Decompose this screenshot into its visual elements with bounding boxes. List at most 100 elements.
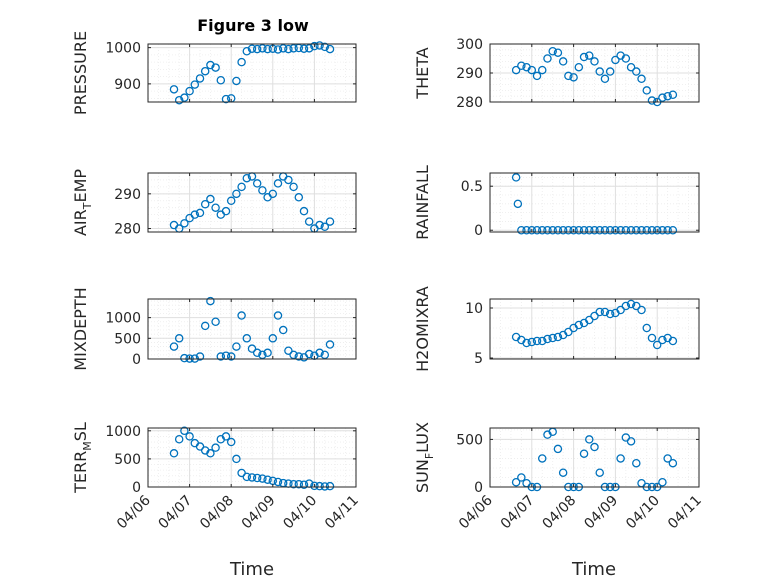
data-point xyxy=(258,44,267,53)
data-point xyxy=(206,194,215,204)
data-point xyxy=(553,444,563,454)
data-point xyxy=(200,321,210,331)
data-point xyxy=(663,225,672,235)
data-point xyxy=(569,73,578,82)
data-point xyxy=(579,225,589,235)
data-point xyxy=(252,473,262,483)
data-point xyxy=(268,189,278,199)
data-point xyxy=(626,299,636,309)
data-point xyxy=(558,57,568,66)
subplot-pressure: 900 1000 PRESSURE xyxy=(71,31,357,115)
data-point xyxy=(658,225,667,235)
data-point xyxy=(226,196,236,206)
data-point xyxy=(206,296,215,306)
data-point xyxy=(174,334,184,343)
data-point xyxy=(632,225,641,235)
data-point xyxy=(621,225,631,235)
data-point xyxy=(647,333,657,343)
data-point xyxy=(543,334,552,344)
data-point xyxy=(174,434,184,444)
data-point xyxy=(320,222,330,232)
data-point xyxy=(325,481,335,491)
data-point xyxy=(517,61,526,71)
data-point xyxy=(237,57,246,67)
y-tick-label: 10 xyxy=(465,301,483,317)
y-tick-label: 5 xyxy=(474,351,483,367)
data-point xyxy=(600,225,610,235)
data-point xyxy=(268,334,278,343)
data-point xyxy=(532,336,542,346)
data-point xyxy=(658,335,667,345)
y-tick-label: 0 xyxy=(132,352,141,368)
data-point xyxy=(595,67,604,76)
y-tick-label: 500 xyxy=(456,432,483,448)
data-point xyxy=(310,41,319,51)
data-point xyxy=(538,225,547,235)
data-point xyxy=(294,193,304,202)
data-point xyxy=(206,449,215,458)
data-point xyxy=(637,225,646,235)
data-point xyxy=(668,336,678,346)
data-point xyxy=(226,437,236,447)
axes-box xyxy=(147,427,357,488)
data-point xyxy=(527,65,537,75)
data-point xyxy=(320,350,330,360)
data-point xyxy=(527,225,537,235)
data-point xyxy=(632,458,641,468)
y-axis-label: H2OMIXRA xyxy=(413,286,432,372)
data-point xyxy=(579,52,589,62)
data-point xyxy=(590,442,599,452)
data-point xyxy=(315,348,324,358)
data-point xyxy=(658,477,667,487)
data-point xyxy=(642,86,652,95)
data-point xyxy=(647,225,657,235)
data-point xyxy=(595,468,604,477)
y-tick-label: 300 xyxy=(456,37,483,53)
data-point xyxy=(325,217,335,226)
data-point xyxy=(221,206,231,216)
data-point xyxy=(663,91,672,101)
data-point xyxy=(517,473,526,482)
y-axis-label: PRESSURE xyxy=(71,31,90,115)
x-axis-label-left: Time xyxy=(229,559,274,580)
axes-box xyxy=(489,298,700,360)
data-point xyxy=(511,173,521,182)
data-point xyxy=(237,182,246,192)
data-point xyxy=(289,44,298,53)
y-tick-label: 0.5 xyxy=(461,179,483,195)
data-point xyxy=(548,333,557,343)
data-point xyxy=(668,458,678,468)
data-point xyxy=(574,62,584,72)
y-tick-label: 1000 xyxy=(105,41,141,57)
y-tick-label: 1000 xyxy=(105,311,141,327)
data-point xyxy=(211,203,220,212)
data-point xyxy=(289,479,298,489)
data-point xyxy=(553,225,563,235)
data-point xyxy=(299,206,309,216)
data-point xyxy=(558,225,568,235)
data-point xyxy=(185,432,194,441)
data-point xyxy=(242,472,252,482)
data-point xyxy=(180,426,189,436)
data-point xyxy=(180,219,189,228)
data-point xyxy=(543,54,552,63)
subplot-air-temp: 280 290 AIRTEMP xyxy=(71,169,357,238)
data-point xyxy=(616,225,625,235)
data-point xyxy=(600,307,610,317)
data-point xyxy=(169,449,179,458)
y-tick-label: 290 xyxy=(114,187,141,203)
data-point xyxy=(263,475,272,484)
y-axis-label: MIXDEPTH xyxy=(71,287,90,370)
data-point xyxy=(180,353,189,363)
data-point xyxy=(232,189,241,199)
data-point xyxy=(637,305,646,315)
plot-area xyxy=(148,428,356,487)
data-point xyxy=(315,220,324,230)
data-point xyxy=(621,54,631,63)
data-point xyxy=(221,432,231,441)
y-axis-label: THETA xyxy=(413,47,432,99)
data-point xyxy=(320,42,330,52)
data-point xyxy=(169,342,179,351)
data-point xyxy=(574,225,584,235)
data-point xyxy=(626,225,636,235)
